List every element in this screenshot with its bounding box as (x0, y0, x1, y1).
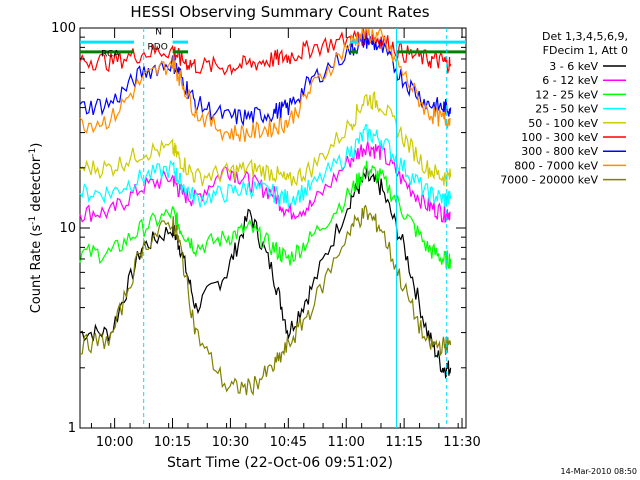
flag-label: RDO (148, 43, 168, 53)
x-tick-label: 10:30 (212, 435, 249, 450)
legend-label: 7000 - 20000 keV (500, 174, 598, 187)
legend-label: 3 - 6 keV (549, 60, 598, 73)
legend-label: 25 - 50 keV (535, 103, 598, 116)
y-tick-label: 1 (68, 421, 76, 436)
legend-label: 50 - 100 keV (528, 117, 598, 130)
flag-label: RCA (101, 50, 120, 60)
x-tick-label: 10:45 (270, 435, 307, 450)
legend-label: 300 - 800 keV (521, 145, 598, 158)
x-tick-label: 10:00 (96, 435, 133, 450)
x-axis: 10:00 10:15 10:30 10:45 11:00 11:15 11:30 (90, 28, 481, 450)
series-line (79, 167, 452, 379)
x-tick-label: 11:00 (327, 435, 364, 450)
series-line (79, 90, 452, 187)
x-tick-label: 11:30 (443, 435, 480, 450)
y-axis-label-sup1: -1 (28, 216, 38, 225)
series-line (79, 123, 452, 208)
series-line (79, 27, 451, 142)
legend-label: 800 - 7000 keV (514, 159, 598, 172)
timestamp: 14-Mar-2010 08:50 (561, 467, 638, 476)
legend-label: 6 - 12 keV (542, 74, 598, 87)
chart-title: HESSI Observing Summary Count Rates (130, 3, 429, 21)
x-axis-label: Start Time (22-Oct-06 09:51:02) (167, 455, 393, 471)
legend-header-line2: FDecim 1, Att 0 (543, 44, 628, 57)
y-axis-label-sup2: -1 (28, 148, 38, 157)
legend-label: 12 - 25 keV (535, 88, 598, 101)
series-group (79, 27, 452, 397)
series-line (79, 204, 452, 397)
x-tick-label: 10:15 (154, 435, 191, 450)
series-line (79, 160, 452, 269)
series-line (79, 28, 452, 76)
x-tick-label: 11:15 (385, 435, 422, 450)
y-tick-label: 10 (59, 221, 76, 236)
legend: Det 1,3,4,5,6,9, FDecim 1, Att 0 3 - 6 k… (500, 30, 628, 187)
legend-header-line1: Det 1,3,4,5,6,9, (542, 30, 628, 43)
y-tick-label: 100 (51, 21, 76, 36)
plot-area (79, 27, 467, 429)
y-axis-label-mid: detector (29, 156, 44, 216)
flag-label: N (155, 27, 162, 37)
y-axis-label: Count Rate (s-1 detector-1) (28, 143, 44, 314)
series-line (79, 141, 451, 223)
legend-label: 100 - 300 keV (521, 131, 598, 144)
flag-group: N RDO RCA (80, 27, 466, 428)
series-line (79, 31, 452, 127)
y-axis-label-main: Count Rate (s (29, 225, 44, 314)
y-axis-label-end: ) (29, 143, 44, 148)
plot-frame (79, 27, 467, 429)
y-axis: 1 10 100 (51, 21, 466, 436)
